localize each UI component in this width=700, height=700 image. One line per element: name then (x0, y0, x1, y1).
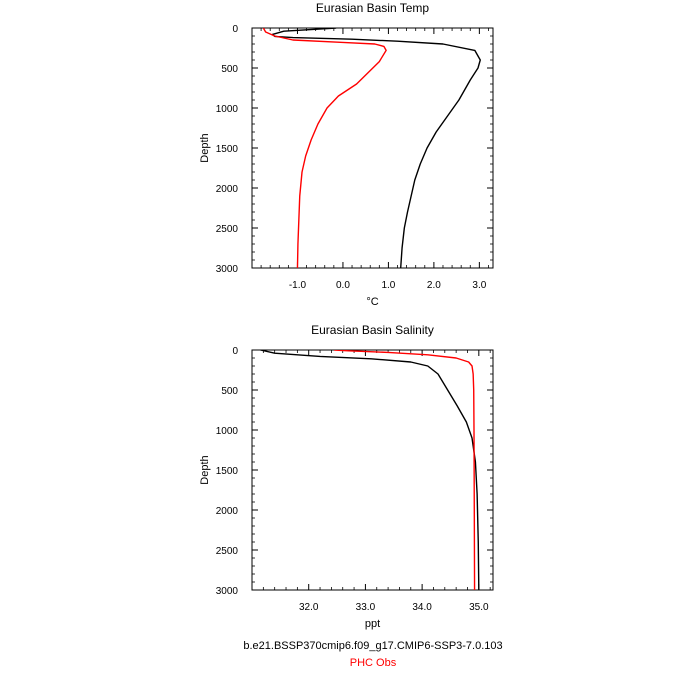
y-tick-label: 2500 (216, 546, 239, 557)
chart-temp: Eurasian Basin Temp 0 500 1000 1500 2000 2500 3… (199, 1, 494, 308)
plot-frame (251, 349, 494, 591)
y-axis-label: Depth (199, 133, 211, 162)
x-tick-label: 35.0 (469, 602, 489, 613)
y-tick-label: 0 (232, 346, 238, 357)
chart-title: Eurasian Basin Temp (316, 1, 430, 15)
chart-salinity: Eurasian Basin Salinity 0 500 1000 1500 2000 2… (199, 323, 494, 630)
y-tick-label: 500 (221, 386, 238, 397)
y-tick-label: 1500 (216, 466, 239, 477)
y-tick-label: 3000 (216, 586, 239, 597)
series-line-obs (262, 28, 387, 268)
series-line-model (271, 28, 481, 268)
legend-model-label: b.e21.BSSP370cmip6.f09_g17.CMIP6-SSP3-7.… (243, 640, 503, 652)
chart-title: Eurasian Basin Salinity (311, 323, 434, 337)
y-tick-label: 2500 (216, 224, 239, 235)
x-tick-label: 32.0 (299, 602, 319, 613)
y-tick-label: 0 (232, 24, 238, 35)
x-tick-label: 34.0 (412, 602, 432, 613)
y-tick-label: 3000 (216, 264, 239, 275)
x-axis-label: °C (366, 296, 378, 308)
x-tick-label: 0.0 (336, 280, 350, 291)
y-tick-label: 2000 (216, 184, 239, 195)
y-tick-label: 1500 (216, 144, 239, 155)
x-tick-label: 33.0 (356, 602, 376, 613)
x-tick-label: 3.0 (472, 280, 486, 291)
x-tick-label: 1.0 (381, 280, 395, 291)
y-axis-label: Depth (199, 455, 211, 484)
x-tick-label: 2.0 (427, 280, 441, 291)
y-tick-label: 500 (221, 64, 238, 75)
x-tick-label: -1.0 (289, 280, 307, 291)
y-tick-label: 1000 (216, 104, 239, 115)
legend-obs-label: PHC Obs (349, 657, 397, 669)
series-line-model (260, 350, 480, 590)
plot-frame (251, 27, 494, 269)
y-tick-label: 2000 (216, 506, 239, 517)
y-tick-label: 1000 (216, 426, 239, 437)
series-line-obs (334, 350, 476, 590)
x-axis-label: ppt (365, 618, 380, 630)
